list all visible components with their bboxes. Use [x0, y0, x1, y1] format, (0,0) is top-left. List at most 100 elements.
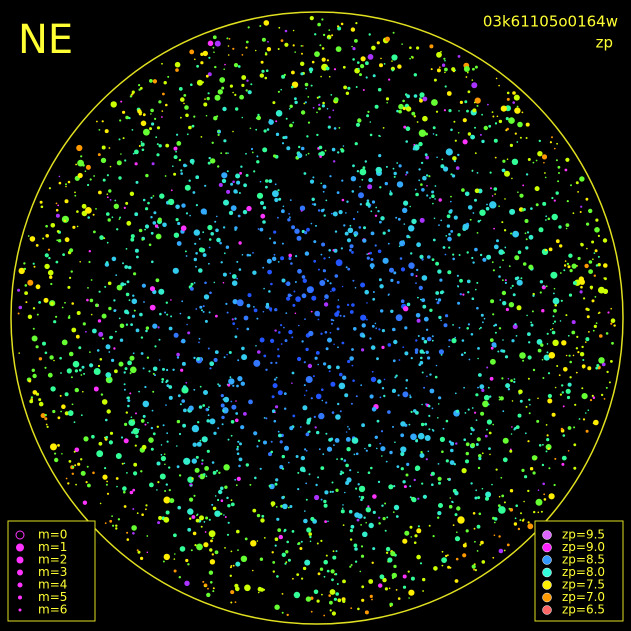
star [205, 74, 209, 78]
star [315, 351, 320, 355]
star [192, 191, 196, 194]
star [610, 318, 616, 324]
star [328, 370, 331, 373]
star [462, 543, 467, 548]
star [494, 193, 496, 195]
star [119, 119, 122, 122]
star [201, 459, 204, 462]
star [474, 540, 476, 543]
star [501, 168, 506, 173]
star [471, 428, 475, 432]
star [501, 494, 505, 498]
star [470, 333, 474, 336]
star [108, 440, 113, 445]
star [442, 246, 446, 249]
star [446, 214, 451, 219]
star [32, 390, 38, 395]
star [188, 125, 192, 130]
star [437, 516, 440, 519]
star [513, 94, 520, 101]
star [246, 327, 250, 331]
star [309, 70, 313, 74]
star [268, 179, 273, 184]
star [291, 371, 295, 375]
star [173, 332, 179, 338]
star [402, 106, 406, 111]
star [68, 460, 72, 463]
star [352, 164, 355, 168]
star [113, 203, 120, 209]
star [268, 290, 271, 293]
star [610, 307, 612, 310]
star [196, 441, 202, 447]
star [340, 457, 344, 461]
star [424, 153, 428, 157]
star [142, 400, 150, 408]
star [125, 323, 129, 326]
star [305, 389, 308, 392]
star [145, 504, 148, 507]
star [319, 44, 322, 47]
star [233, 189, 238, 194]
star [198, 475, 201, 478]
star [61, 306, 64, 309]
star [177, 394, 181, 398]
star [586, 315, 590, 319]
star [431, 483, 434, 487]
star [261, 514, 265, 518]
star [442, 427, 445, 430]
star [480, 313, 484, 317]
star [284, 135, 288, 139]
star [299, 547, 303, 550]
star [127, 360, 132, 366]
star [467, 90, 471, 94]
star [447, 478, 451, 481]
star [356, 518, 360, 522]
star [64, 199, 69, 204]
star [557, 180, 560, 183]
star [541, 309, 545, 313]
star [467, 291, 470, 294]
star [560, 299, 563, 302]
star [148, 243, 152, 247]
star [235, 484, 238, 487]
star [595, 322, 598, 325]
star [199, 305, 203, 309]
star [398, 245, 401, 248]
star [191, 477, 194, 480]
star [230, 502, 235, 507]
star [101, 120, 104, 123]
star [282, 136, 286, 140]
star [514, 517, 517, 520]
star [186, 133, 189, 136]
star [355, 86, 358, 88]
star [64, 411, 69, 416]
star [71, 465, 75, 469]
star [313, 589, 319, 595]
star [123, 438, 129, 444]
star [586, 308, 590, 311]
star [439, 436, 445, 442]
star [222, 281, 225, 284]
star [315, 225, 317, 227]
star [303, 361, 306, 364]
star [477, 496, 481, 500]
star [610, 322, 613, 325]
star [189, 214, 191, 217]
star [571, 330, 576, 335]
star [340, 22, 344, 26]
star [454, 336, 457, 339]
star [419, 453, 425, 458]
star [370, 210, 373, 213]
star [558, 374, 561, 377]
star [259, 337, 265, 343]
star [131, 129, 134, 131]
star [305, 482, 308, 485]
star [130, 237, 135, 242]
star [121, 462, 124, 465]
star [457, 233, 461, 237]
star [271, 551, 274, 554]
star [168, 489, 171, 492]
star [249, 484, 252, 486]
